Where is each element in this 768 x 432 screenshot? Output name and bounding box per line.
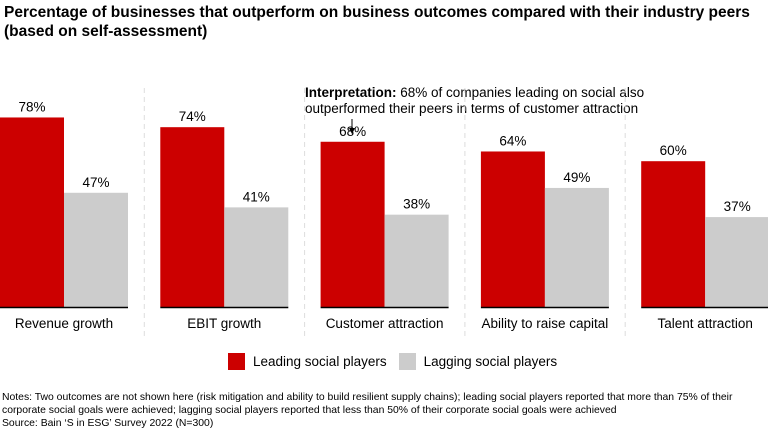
bar-lagging [705, 217, 768, 307]
data-label: 68% [339, 124, 366, 139]
legend-label-leading: Leading social players [253, 354, 387, 369]
notes: Notes: Two outcomes are not shown here (… [2, 391, 768, 430]
bar-leading [480, 151, 545, 307]
data-label: 41% [243, 189, 270, 204]
data-label: 37% [724, 199, 751, 214]
annotation-bold: Interpretation: [305, 85, 397, 100]
bar-lagging [544, 187, 609, 307]
annotation-line2: outperformed their peers in terms of cus… [305, 101, 638, 116]
category-label: EBIT growth [187, 316, 261, 331]
bar-leading [160, 127, 225, 308]
category-label: Revenue growth [15, 316, 113, 331]
legend: Leading social players Lagging social pl… [228, 353, 569, 370]
category-label: Ability to raise capital [481, 316, 608, 331]
data-label: 38% [403, 197, 430, 212]
bar-leading [320, 141, 385, 307]
data-label: 60% [660, 143, 687, 158]
bar-leading [641, 161, 706, 307]
bar-lagging [64, 192, 128, 307]
data-label: 49% [563, 170, 590, 185]
data-label: 47% [82, 175, 109, 190]
data-label: 74% [179, 109, 206, 124]
source-line: Source: Bain ‘S in ESG’ Survey 2022 (N=3… [2, 418, 214, 429]
data-label: 78% [18, 99, 45, 114]
category-label: Talent attraction [658, 316, 753, 331]
annotation-arrowhead [349, 128, 355, 134]
chart-title: Percentage of businesses that outperform… [4, 4, 750, 40]
annotation-text1: 68% of companies leading on social also [400, 85, 644, 100]
category-label: Customer attraction [326, 316, 444, 331]
legend-swatch-leading [228, 353, 245, 370]
bar-chart: Interpretation: 68% of companies leading… [0, 85, 768, 336]
annotation-line1: Interpretation: 68% of companies leading… [305, 85, 644, 100]
bar-lagging [384, 214, 449, 307]
bar-lagging [224, 207, 289, 307]
legend-label-lagging: Lagging social players [423, 354, 558, 369]
data-label: 64% [499, 133, 526, 148]
bar-leading [0, 117, 64, 308]
legend-swatch-lagging [398, 353, 416, 370]
notes-line2: corporate social goals were achieved; la… [2, 405, 617, 416]
notes-line1: Notes: Two outcomes are not shown here (… [2, 392, 733, 403]
